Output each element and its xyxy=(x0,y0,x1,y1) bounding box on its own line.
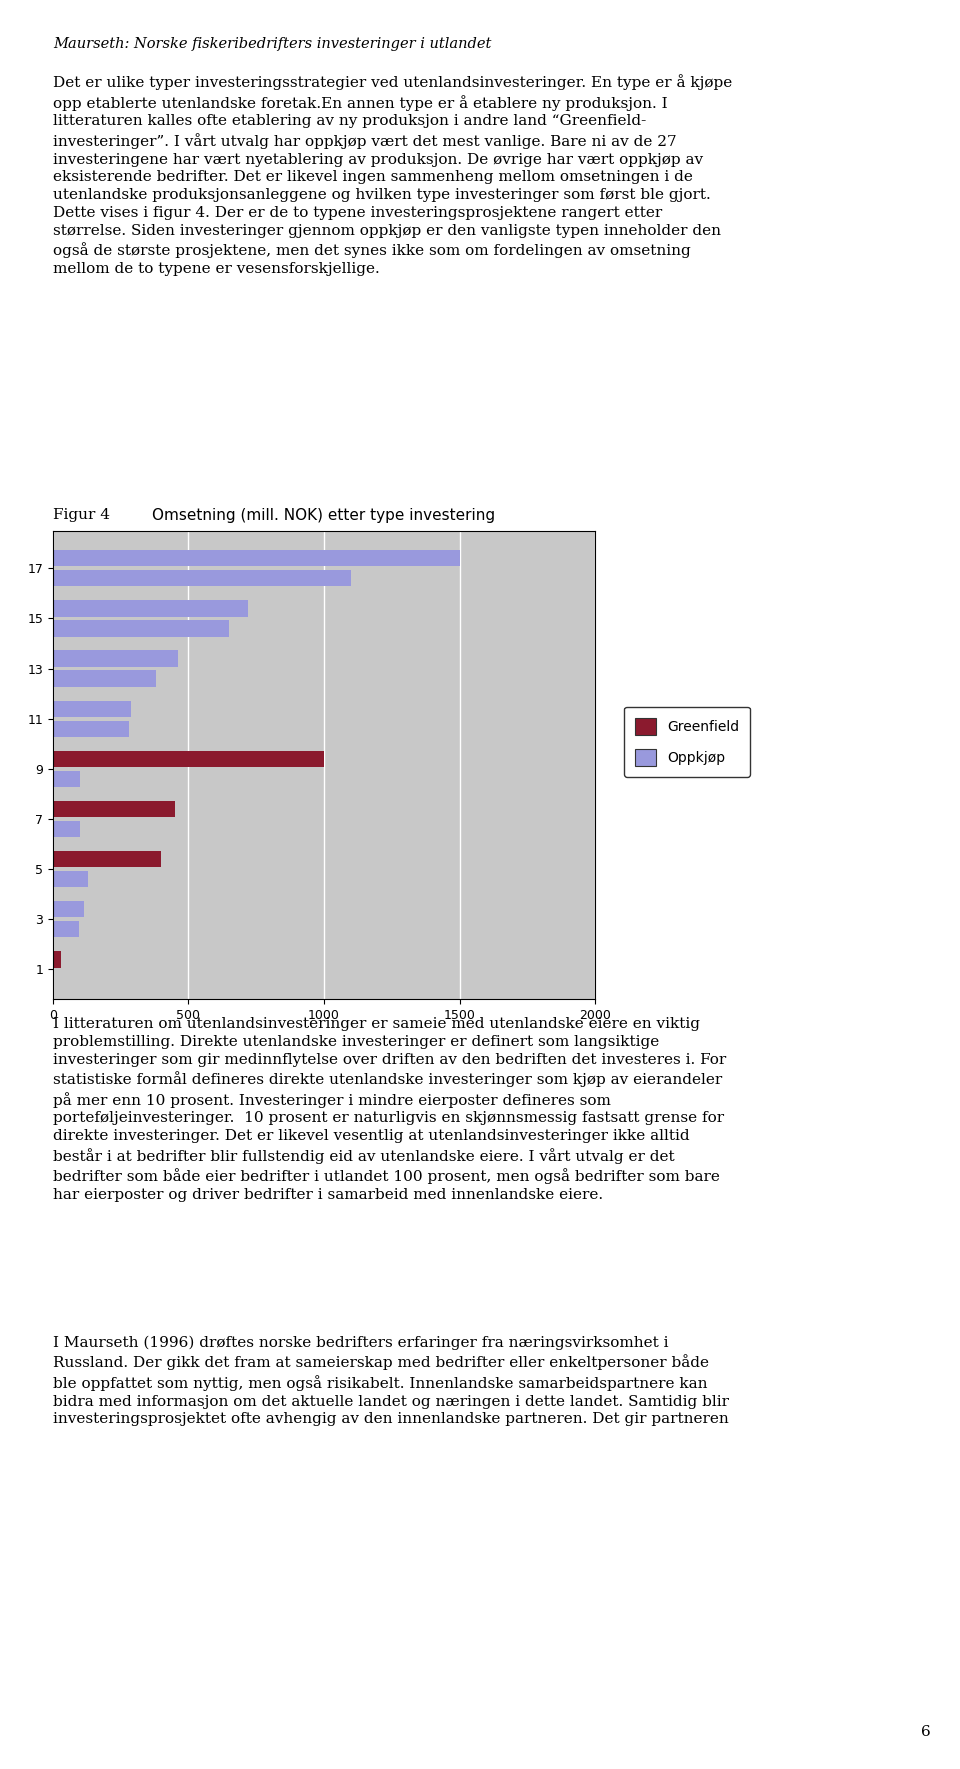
Bar xyxy=(53,670,156,686)
Bar xyxy=(53,851,161,867)
Bar xyxy=(53,600,248,617)
Bar xyxy=(53,821,80,837)
Bar xyxy=(53,750,324,768)
Bar xyxy=(53,771,80,787)
Text: 6: 6 xyxy=(922,1725,931,1739)
Bar xyxy=(53,550,460,566)
Legend: Greenfield, Oppkjøp: Greenfield, Oppkjøp xyxy=(624,706,750,777)
Bar xyxy=(53,900,84,918)
Text: Maurseth: Norske fiskeribedrifters investeringer i utlandet: Maurseth: Norske fiskeribedrifters inves… xyxy=(53,37,492,51)
Bar xyxy=(53,570,351,587)
Text: I Maurseth (1996) drøftes norske bedrifters erfaringer fra næringsvirksomhet i
R: I Maurseth (1996) drøftes norske bedrift… xyxy=(53,1336,729,1426)
Text: Figur 4: Figur 4 xyxy=(53,508,109,522)
Bar xyxy=(53,701,132,716)
Bar xyxy=(53,952,60,968)
Text: Det er ulike typer investeringsstrategier ved utenlandsinvesteringer. En type er: Det er ulike typer investeringsstrategie… xyxy=(53,74,732,276)
Text: I litteraturen om utenlandsinvesteringer er sameie med utenlandske eiere en vikt: I litteraturen om utenlandsinvesteringer… xyxy=(53,1017,726,1201)
Bar xyxy=(53,651,178,667)
Bar xyxy=(53,870,88,888)
Bar xyxy=(53,801,175,817)
Bar xyxy=(53,720,129,738)
Bar xyxy=(53,922,79,938)
Title: Omsetning (mill. NOK) etter type investering: Omsetning (mill. NOK) etter type investe… xyxy=(153,508,495,522)
Bar xyxy=(53,621,229,637)
